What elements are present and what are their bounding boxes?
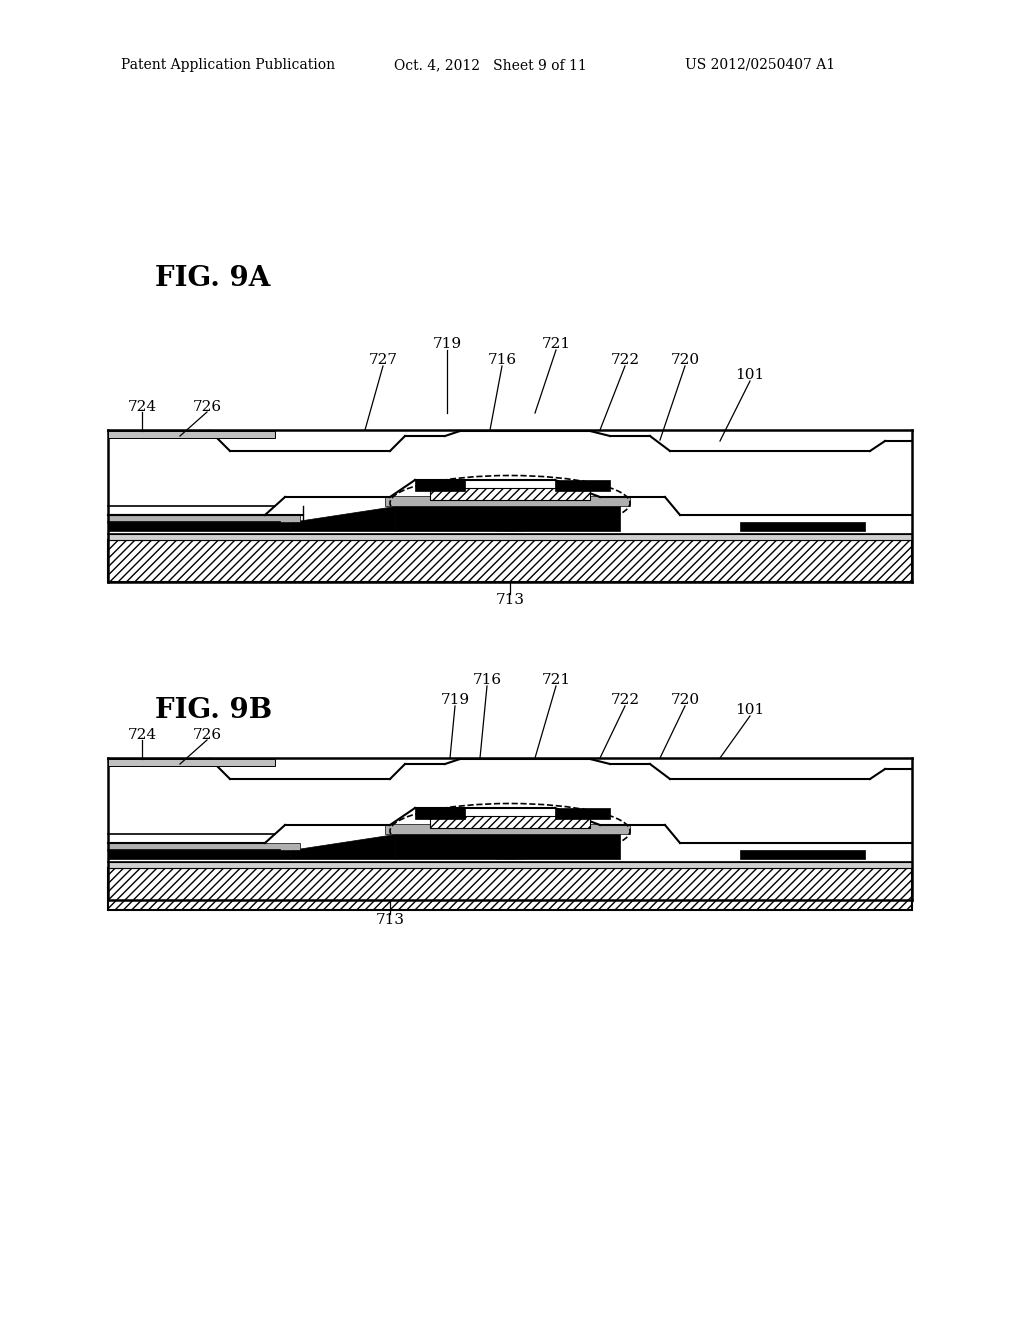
Bar	[108, 758, 200, 843]
Text: 726: 726	[193, 729, 221, 742]
Text: 716: 716	[487, 352, 516, 367]
Bar	[740, 850, 865, 859]
Bar	[108, 850, 290, 859]
Bar	[385, 758, 640, 808]
Bar	[650, 758, 912, 843]
Text: 724: 724	[127, 729, 157, 742]
Bar	[385, 496, 630, 506]
Bar	[415, 480, 465, 491]
Text: 716: 716	[472, 673, 502, 686]
Bar	[108, 535, 912, 540]
Text: 722: 722	[610, 693, 640, 708]
Text: 726: 726	[193, 400, 221, 414]
Bar	[108, 759, 275, 766]
Bar	[108, 540, 912, 582]
Bar	[108, 515, 300, 521]
Bar	[108, 869, 912, 909]
Text: 720: 720	[671, 693, 699, 708]
Text: FIG. 9A: FIG. 9A	[155, 264, 270, 292]
Text: 724: 724	[127, 400, 157, 414]
Text: 101: 101	[735, 368, 765, 381]
Bar	[385, 430, 640, 480]
Bar	[108, 430, 200, 515]
Text: Oct. 4, 2012   Sheet 9 of 11: Oct. 4, 2012 Sheet 9 of 11	[393, 58, 587, 73]
Bar	[395, 834, 620, 859]
Bar	[555, 480, 610, 491]
Polygon shape	[290, 506, 395, 531]
Bar	[430, 488, 590, 500]
Bar	[555, 808, 610, 818]
Text: 722: 722	[610, 352, 640, 367]
Text: 727: 727	[369, 352, 397, 367]
Text: 713: 713	[496, 593, 524, 607]
Bar	[415, 808, 465, 818]
Bar	[395, 506, 620, 531]
Bar	[430, 816, 590, 828]
Bar	[385, 824, 630, 834]
Bar	[108, 432, 275, 438]
Text: 101: 101	[735, 704, 765, 717]
Bar	[108, 862, 912, 869]
Bar	[108, 521, 290, 531]
Text: US 2012/0250407 A1: US 2012/0250407 A1	[685, 58, 835, 73]
Text: 719: 719	[440, 693, 470, 708]
Text: 719: 719	[432, 337, 462, 351]
Text: FIG. 9B: FIG. 9B	[155, 697, 272, 723]
Bar	[650, 430, 912, 515]
Text: 721: 721	[542, 673, 570, 686]
Polygon shape	[290, 834, 395, 859]
Text: 720: 720	[671, 352, 699, 367]
Text: 713: 713	[376, 913, 404, 927]
Text: 721: 721	[542, 337, 570, 351]
Bar	[108, 843, 300, 850]
Bar	[740, 521, 865, 531]
Text: Patent Application Publication: Patent Application Publication	[121, 58, 335, 73]
